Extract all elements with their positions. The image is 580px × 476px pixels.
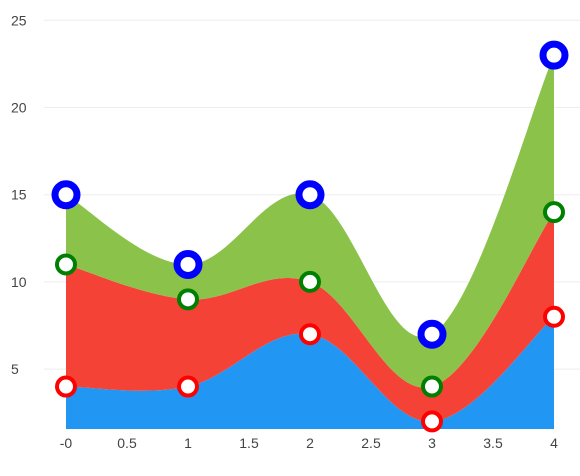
area-series bbox=[66, 55, 554, 429]
marker-series-2-point-2 bbox=[177, 288, 199, 311]
marker-series-2-point-1 bbox=[55, 253, 77, 276]
area-series-3 bbox=[66, 55, 554, 388]
area-series-1 bbox=[66, 316, 554, 429]
y-tick-label-15: 15 bbox=[11, 187, 27, 203]
y-tick-label-20: 20 bbox=[11, 100, 27, 116]
marker-series-1-point-1 bbox=[55, 375, 77, 398]
y-tick-label-5: 5 bbox=[11, 361, 19, 377]
marker-series-3-point-1 bbox=[51, 180, 81, 210]
marker-series-2-point-3 bbox=[299, 270, 321, 293]
marker-series-3-point-5 bbox=[539, 40, 569, 70]
x-tick-label-3: 1.5 bbox=[239, 435, 259, 451]
marker-series-1-point-4 bbox=[421, 410, 443, 433]
x-tick-label-6: 3 bbox=[428, 435, 436, 451]
marker-series-2-point-5 bbox=[543, 201, 565, 224]
x-tick-label-0: -0 bbox=[60, 435, 73, 451]
marker-series-2-point-4 bbox=[421, 375, 443, 398]
x-tick-label-1: 0.5 bbox=[117, 435, 137, 451]
data-markers bbox=[51, 40, 569, 433]
marker-series-3-point-2 bbox=[173, 249, 203, 279]
y-axis-ticks: 5 10 15 20 25 bbox=[11, 12, 27, 377]
x-tick-label-2: 1 bbox=[184, 435, 192, 451]
x-tick-label-7: 3.5 bbox=[483, 435, 503, 451]
marker-series-3-point-3 bbox=[295, 180, 325, 210]
marker-series-1-point-3 bbox=[299, 323, 321, 346]
x-axis-ticks: -0 0.5 1 1.5 2 2.5 3 3.5 4 bbox=[60, 435, 558, 451]
marker-series-1-point-5 bbox=[543, 305, 565, 328]
x-tick-label-4: 2 bbox=[306, 435, 314, 451]
marker-series-1-point-2 bbox=[177, 375, 199, 398]
area-series-2 bbox=[66, 212, 554, 422]
x-tick-label-8: 4 bbox=[550, 435, 558, 451]
x-tick-label-5: 2.5 bbox=[361, 435, 381, 451]
marker-series-3-point-4 bbox=[417, 319, 447, 349]
y-tick-label-25: 25 bbox=[11, 12, 27, 28]
y-tick-label-10: 10 bbox=[11, 274, 27, 290]
